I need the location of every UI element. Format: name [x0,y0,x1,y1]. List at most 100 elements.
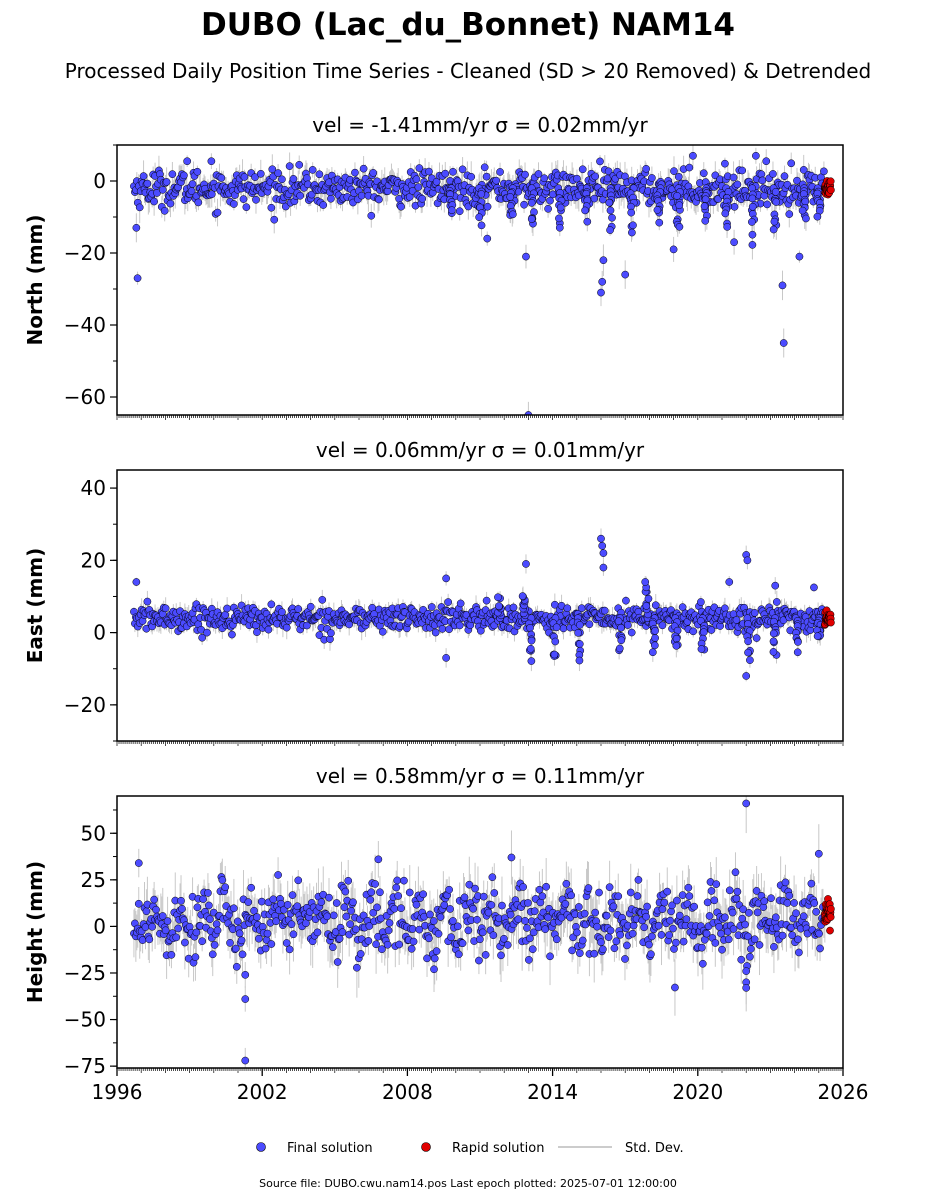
plot-area [130,145,835,415]
data-point-final [506,193,515,201]
data-point-final [550,650,559,659]
data-point-final [598,277,607,286]
data-point-final [779,339,788,347]
data-point-final [642,602,651,610]
data-point-final [770,217,779,226]
data-point-final [296,191,305,200]
data-point-final [685,163,694,172]
data-point-final [359,164,368,173]
data-point-final [599,563,608,572]
y-tick-label: −20 [64,693,106,717]
data-point-final [520,200,528,209]
data-point-final [442,574,450,583]
data-point-final [742,672,751,680]
data-point-final [357,191,366,200]
data-point-final [509,603,518,612]
data-point-final [303,621,311,630]
data-point-final [475,213,484,222]
data-point-final [675,223,684,231]
data-point-final [581,206,589,215]
data-point-final [318,595,327,604]
data-point-final [651,634,659,642]
data-point-final [508,210,517,219]
data-point-final [315,631,324,639]
data-point-final [748,241,757,249]
y-tick-label: 40 [81,476,106,500]
data-point-final [482,172,491,181]
data-point-final [614,617,623,626]
data-point-final [207,190,216,199]
data-point-final [732,616,741,624]
data-point-final [556,203,565,212]
data-point-final [701,216,710,225]
data-point-final [744,637,752,646]
data-point-final [606,206,615,215]
data-point-final [351,168,359,177]
data-point-final [771,581,780,590]
data-point-final [467,172,476,181]
data-point-final [651,601,660,610]
data-point-final [522,560,530,568]
data-point-final [427,603,436,611]
y-tick-label: 0 [93,621,106,645]
data-point-final [213,208,222,217]
data-point-final [748,194,757,203]
final-points [130,151,829,415]
data-point-final [674,172,683,181]
panel-height: vel = 0.58mm/yr σ = 0.11mm/yr Height (mm)… [23,764,868,1104]
data-point-final [672,634,681,643]
y-axis-label: North (mm) [23,214,47,345]
data-point-final [644,594,653,603]
data-point-final [769,170,777,178]
data-point-final [653,206,662,214]
data-point-final [697,598,705,606]
y-tick-label: 0 [93,169,106,193]
data-point-final [527,215,536,223]
data-point-final [256,170,265,178]
data-point-final [449,168,457,176]
data-point-final [780,172,789,180]
data-point-final [655,218,664,227]
data-point-final [552,623,561,632]
data-point-final [455,621,464,630]
data-point-final [183,157,192,166]
data-point-rapid [827,186,835,194]
data-point-final [575,640,584,648]
data-point-final [794,638,802,646]
data-point-final [651,626,659,635]
data-point-final [397,202,405,211]
data-point-final [143,179,152,188]
data-point-final [150,197,158,206]
data-point-final [769,629,778,638]
data-point-final [600,606,609,615]
y-tick-label: −40 [64,313,106,337]
panel-north: vel = -1.41mm/yr σ = 0.02mm/yr North (mm)… [23,113,844,420]
data-point-final [412,175,421,184]
data-point-final [699,628,708,636]
data-point-final [527,657,536,665]
figure-subtitle: Processed Daily Position Time Series - C… [65,59,871,83]
y-tick-label: 20 [81,548,106,572]
data-point-final [518,592,527,600]
data-point-final [221,610,230,619]
data-point-rapid [826,177,835,186]
data-point-final [678,603,687,611]
data-point-final [648,174,656,182]
data-point-final [132,578,141,586]
data-point-final [624,621,632,629]
final-points [130,534,829,680]
stddev-bars [133,528,826,682]
data-point-final [526,644,535,653]
data-point-final [725,578,734,586]
data-point-final [820,167,828,176]
data-point-final [795,252,804,261]
data-point-final [758,176,767,185]
data-point-final [673,192,681,200]
data-point-final [813,212,822,221]
plot-area [130,528,835,682]
data-point-final [228,630,236,639]
data-point-final [608,213,616,222]
data-point-final [591,172,600,181]
data-point-final [158,186,167,194]
data-point-final [203,628,211,637]
